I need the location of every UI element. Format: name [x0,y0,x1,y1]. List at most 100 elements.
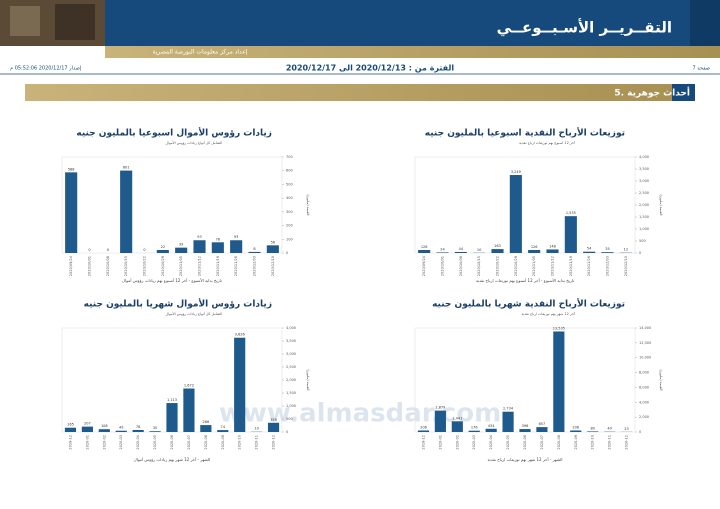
data-label: 40 [607,427,611,431]
y-tick-label: 6,000 [639,385,649,389]
header-photo-detail [55,4,95,40]
x-tick-label: 2020-06 [523,435,527,450]
x-tick-label: 2020/10/22 [143,256,147,276]
data-label: 80 [590,426,594,430]
data-label: 163 [494,244,501,248]
data-label: 1,441 [452,416,462,420]
data-label: 12 [624,248,628,252]
chart-subtitle: آخر 12 شهر بهم توزيعات ارباح نقدية [521,312,576,316]
data-label: 588 [68,167,75,171]
bar [583,251,596,253]
data-label: 49 [119,426,123,430]
gold-strip [105,46,720,58]
x-tick-label: 2020-03 [119,435,123,450]
bar [519,429,531,432]
x-tick-label: 2020/10/08 [459,256,463,276]
header-banner [0,0,720,46]
data-label: 74 [221,425,226,429]
data-label: 44 [459,247,464,251]
x-tick-label: 2020-11 [608,435,612,450]
x-tick-label: 2020-10 [591,435,595,450]
bar [175,247,188,253]
bar [81,426,93,432]
x-axis-label: الشهر - آخر 12 شهر بهم توزيعات ارباح نقد… [487,457,562,462]
y-tick-label: 0 [639,251,641,255]
data-label: 78 [216,237,220,241]
section-title: 5. أحداث جوهرية [614,87,690,99]
data-label: 1,113 [167,398,177,402]
bar [509,175,522,253]
bar [211,242,224,253]
data-label: 24 [440,247,445,251]
y-axis-label: القيمة (مليون) [306,194,310,215]
period: الفترة من : 2020/12/13 الى 2020/12/17 [286,64,455,73]
x-tick-label: 2020/09/24 [69,255,73,276]
data-label: 206 [572,425,579,429]
x-tick-label: 2020/11/26 [234,256,238,276]
y-tick-label: 100 [286,237,293,241]
bar [248,251,261,253]
issue-date: إصدار 2020/12/17 05:52:06 م [10,66,82,72]
data-label: 657 [539,422,546,426]
data-label: 54 [587,247,592,251]
bar [570,430,582,432]
plot-frame [414,156,636,254]
y-tick-label: 0 [286,251,288,255]
x-tick-label: 2020/10/15 [477,256,481,276]
x-tick-label: 2020-10 [238,435,242,450]
data-label: 108 [101,424,108,428]
x-tick-label: 2020/09/24 [422,255,426,276]
bar [485,428,497,432]
data-label: 93 [234,235,238,239]
bar [553,331,565,432]
bar [193,240,206,253]
chart-title: زيادات رؤوس الأموال شهريا بالمليون جنيه [84,298,272,310]
x-tick-label: 2020-02 [455,435,459,450]
y-tick-label: 1,000 [639,227,649,231]
x-tick-label: 2020-06 [170,435,174,450]
x-axis-label: تاريخ بداية الأسبوع - آخر 12 أسبوع بهم ت… [476,278,574,283]
bar [98,429,110,432]
y-tick-label: 500 [286,417,293,421]
chart-title: زيادات رؤوس الأموال اسبوعيا بالمليون جني… [76,127,272,139]
x-tick-label: 2020-02 [102,435,106,450]
chart-title: توزيعات الأرباح النقدية اسبوعيا بالمليون… [425,127,625,139]
y-tick-label: 500 [639,239,646,243]
x-tick-label: 2020/12/10 [271,256,275,276]
bar [434,410,446,432]
data-label: 3,249 [511,170,521,174]
x-tick-label: 2020-12 [625,435,629,450]
bar [564,216,577,253]
x-tick-label: 2020/10/15 [124,256,128,276]
y-tick-label: 2,500 [286,365,296,369]
data-label: 39 [179,243,183,247]
bar [115,430,127,432]
data-label: 1,672 [184,384,194,388]
bar [217,430,229,432]
data-label: 93 [197,235,201,239]
x-tick-label: 2020/11/19 [569,256,573,276]
section-bar [25,84,695,101]
plot-frame [61,156,283,254]
x-tick-label: 2020-01 [85,435,89,450]
y-tick-label: 12,000 [639,341,651,345]
bar [267,422,280,432]
x-tick-label: 2020-12 [272,435,276,450]
x-tick-label: 2020-08 [204,435,208,450]
data-label: 78 [136,425,140,429]
report-subtitle: إعداد مركز معلومات البورصة المصرية [153,49,248,56]
data-label: 176 [471,426,478,430]
data-label: 2,734 [503,407,514,411]
x-tick-label: 2020-04 [489,434,493,449]
bar [166,403,178,432]
bar [491,249,504,253]
report-title: التقــريــر الأسـبــوعــي [497,19,672,37]
data-label: 126 [421,245,428,249]
x-tick-label: 2020-07 [187,435,191,450]
x-tick-label: 2020/10/29 [514,256,518,276]
x-tick-label: 2020/11/12 [198,256,202,276]
x-tick-label: 2020-05 [506,435,510,450]
data-label: 266 [203,420,210,424]
data-label: 0 [88,248,90,252]
